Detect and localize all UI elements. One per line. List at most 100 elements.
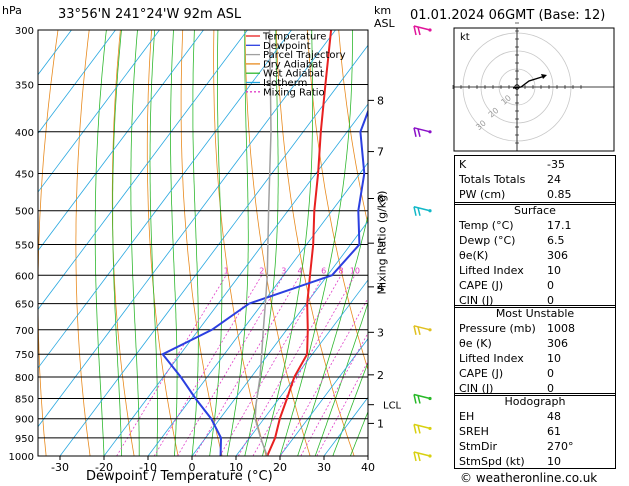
wind-barbs — [413, 25, 432, 462]
wind-barb-flag — [417, 425, 421, 434]
wind-barb-flag — [417, 395, 421, 404]
mixing-ratio-line — [153, 275, 263, 456]
dry-adiabat-line — [338, 30, 368, 227]
mixing-ratio-line — [280, 297, 368, 456]
row-pressure: Pressure (mb) 1008 — [459, 322, 575, 335]
wind-barb-flag — [413, 325, 417, 335]
wind-barb-flag — [417, 452, 421, 462]
isotherms-layer — [38, 30, 368, 456]
isotherm-line — [103, 103, 368, 456]
y2-axis-title: Mixing Ratio (g/kg) — [375, 190, 389, 295]
row-pw: PW (cm) 0.85 — [459, 188, 572, 201]
wind-barb-flag — [413, 394, 417, 404]
axis-ticks: 3003504004505005506006507007508008509009… — [9, 26, 402, 474]
legend-item: Isotherm — [263, 78, 307, 89]
pressure-tick-label: 800 — [15, 373, 34, 384]
pressure-tick-label: 650 — [15, 300, 34, 311]
isotherm-line — [38, 30, 116, 134]
row-k: K -35 — [459, 158, 565, 171]
wind-barb — [413, 393, 431, 400]
pressure-tick-label: 400 — [15, 128, 34, 139]
km-tick-label: 5 — [377, 237, 384, 250]
pressure-tick-label: 600 — [15, 271, 34, 282]
series-line-parcel-trajectory — [254, 30, 272, 456]
mixing-ratio-label: 1 — [224, 266, 229, 275]
isotherm-line — [38, 30, 72, 76]
legend-item: Mixing Ratio — [263, 87, 325, 98]
datetime-label: 01.01.2024 06GMT (Base: 12) — [410, 8, 606, 23]
series-line-temperature — [266, 30, 333, 456]
x-axis-title: Dewpoint / Temperature (°C) — [86, 469, 273, 484]
km-tick-label: 3 — [377, 326, 384, 339]
pressure-tick-label: 300 — [15, 26, 34, 37]
location-label: 33°56'N 241°24'W 92m ASL — [58, 7, 242, 22]
wind-barb-dot — [428, 130, 432, 134]
wind-barb — [413, 451, 431, 457]
row-cape: CAPE (J) 0 — [459, 279, 554, 292]
isotherm-line — [38, 30, 336, 428]
wind-barb-flag — [417, 207, 421, 216]
mixing-ratio-label: 8 — [339, 266, 344, 275]
pressure-tick-label: 450 — [15, 169, 34, 180]
mixing-ratio-label: 10 — [350, 266, 360, 275]
pressure-tick-label: 350 — [15, 81, 34, 92]
row-dewp: Dewp (°C) 6.5 — [459, 234, 565, 247]
row-stmdir: StmDir 270° — [459, 440, 574, 453]
row-cin: CIN (J) 0 — [459, 294, 554, 307]
pressure-tick-label: 700 — [15, 326, 34, 337]
legend-item: Wet Adiabat — [263, 69, 324, 80]
row-mu-cape: CAPE (J) 0 — [459, 367, 554, 380]
pressure-tick-label: 750 — [15, 350, 34, 361]
x-tick-label: 20 — [273, 461, 287, 474]
dry-adiabat-line — [619, 30, 629, 456]
pressure-tick-label: 900 — [15, 415, 34, 426]
storm-motion-marker — [514, 84, 520, 90]
row-totals: Totals Totals 24 — [459, 173, 561, 186]
hodograph-frame — [453, 27, 615, 152]
wind-barb-flag — [417, 128, 421, 137]
legend-item: Dewpoint — [263, 41, 311, 52]
x-tick-label: 10 — [229, 461, 243, 474]
isotherm-line — [38, 30, 248, 310]
legend-item: Dry Adiabat — [263, 59, 322, 70]
hodograph-arrow — [541, 74, 547, 79]
isotherm-line — [279, 338, 368, 456]
x-tick-label: 40 — [361, 461, 375, 474]
hodograph-table: Hodograph EH 48 SREH 61 StmDir 270° StmSpd … — [454, 393, 616, 469]
isotherm-line — [38, 30, 160, 193]
hodograph-title: Hodograph — [504, 395, 566, 408]
isotherm-line — [38, 30, 292, 369]
wind-barb-flag — [413, 451, 417, 462]
dry-adiabat-line — [111, 30, 135, 456]
isotherm-line — [59, 44, 368, 456]
mixing-ratio-label: 6 — [321, 266, 326, 275]
mixing-ratio-layer: 1 2 3 4 6 8 10 15 20 25 — [116, 266, 420, 456]
copyright-label: © weatheronline.co.uk — [460, 471, 598, 485]
mixing-ratio-label: 4 — [297, 266, 302, 275]
mixing-ratio-label: 25 — [410, 266, 420, 275]
wet-adiabat-line — [149, 30, 158, 456]
asl-label: ASL — [374, 17, 395, 30]
mixing-ratio-line — [219, 275, 325, 456]
wind-barb-dot — [428, 454, 432, 458]
dry-adiabat-line — [38, 30, 59, 456]
km-tick-label: 2 — [377, 369, 384, 382]
km-tick-label: 1 — [377, 417, 384, 430]
km-label: km — [374, 4, 392, 17]
wet-adiabat-line — [332, 361, 368, 456]
wind-barb-flag — [417, 26, 421, 36]
wet-adiabat-line — [112, 30, 122, 456]
row-sreh: SREH 61 — [459, 425, 561, 438]
mixing-ratio-line — [237, 275, 342, 456]
series-line-dewpoint — [161, 108, 368, 456]
x-tick-label: -10 — [139, 461, 157, 474]
x-tick-label: 30 — [317, 461, 331, 474]
row-stmspd: StmSpd (kt) 10 — [459, 455, 561, 468]
mixing-ratio-label: 20 — [395, 266, 405, 275]
x-tick-label: -20 — [95, 461, 113, 474]
pressure-tick-label: 950 — [15, 434, 34, 445]
km-tick-label: 4 — [377, 281, 384, 294]
dry-adiabat-line — [180, 30, 223, 456]
row-mu-cin: CIN (J) 0 — [459, 382, 554, 395]
